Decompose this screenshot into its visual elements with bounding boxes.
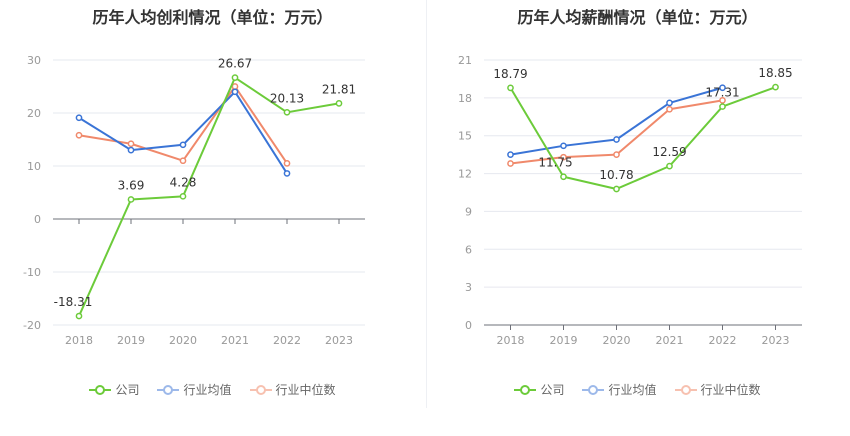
data-point	[283, 160, 291, 167]
data-point	[772, 83, 779, 91]
legend-marker-avg	[157, 384, 180, 396]
data-point	[507, 160, 514, 167]
data-label: 18.79	[493, 67, 527, 81]
data-point	[283, 108, 291, 116]
legend-marker-avg	[582, 384, 605, 396]
x-tick-label: 2023	[762, 334, 790, 347]
legend-marker-company	[514, 384, 537, 396]
y-tick-label: 12	[458, 168, 472, 181]
salary-chart: 21 18 15 12 9 6 3 0 2018 2019 2020 2021 2022 2023 18.7…	[458, 54, 802, 347]
y-tick-label: -10	[23, 266, 41, 279]
data-point	[231, 88, 239, 96]
chart-title: 历年人均创利情况（单位：万元）	[92, 8, 333, 27]
legend-item-median[interactable]: 行业中位数	[249, 381, 336, 398]
data-label: 3.69	[118, 178, 145, 192]
legend-item-avg[interactable]: 行业均值	[582, 381, 657, 398]
data-point	[560, 173, 567, 181]
data-label: 26.67	[218, 57, 252, 71]
data-point	[127, 146, 135, 154]
legend-label: 行业均值	[183, 383, 232, 397]
series-line	[509, 86, 776, 190]
legend-label: 行业均值	[608, 383, 657, 397]
data-point	[127, 196, 135, 203]
x-tick-label: 2018	[497, 334, 525, 347]
y-tick-label: 30	[27, 54, 41, 67]
data-point	[719, 97, 726, 104]
x-tick-label: 2018	[65, 334, 93, 347]
data-point	[179, 192, 187, 200]
data-label: 12.59	[652, 145, 686, 159]
data-point	[666, 162, 673, 170]
data-point	[127, 140, 135, 148]
data-point	[231, 74, 239, 81]
y-tick-label: 21	[458, 54, 472, 67]
chart-title: 历年人均薪酬情况（单位：万元）	[517, 8, 758, 27]
data-point	[560, 153, 567, 161]
data-label: 18.85	[758, 66, 792, 80]
x-tick-label: 2022	[273, 334, 301, 347]
y-tick-label: 0	[34, 213, 41, 226]
chart-legend: 公司 行业均值 行业中位数	[425, 381, 850, 398]
data-point	[75, 131, 83, 139]
data-point	[560, 142, 567, 150]
chart-panel-profit: 历年人均创利情况（单位：万元） 30 20 10 0 -10 -20 2018 2019 202…	[0, 8, 425, 398]
data-point	[719, 103, 726, 110]
data-label: 10.78	[599, 168, 633, 182]
legend-label: 公司	[540, 383, 565, 397]
y-tick-label: 3	[465, 281, 472, 294]
data-label: 11.75	[538, 156, 572, 170]
data-label: 20.13	[270, 91, 304, 105]
legend-marker-median	[249, 384, 272, 396]
data-label: -18.31	[54, 295, 93, 309]
y-tick-label: 9	[465, 205, 472, 218]
data-point	[666, 105, 673, 113]
y-tick-label: 18	[458, 92, 472, 105]
data-point	[613, 151, 620, 158]
data-point	[179, 157, 187, 165]
data-point	[719, 84, 726, 92]
y-tick-label: 20	[27, 107, 41, 120]
chart-legend: 公司 行业均值 行业中位数	[0, 381, 425, 398]
x-tick-label: 2020	[169, 334, 197, 347]
legend-marker-company	[89, 384, 112, 396]
legend-item-company[interactable]: 公司	[514, 381, 564, 398]
legend-label: 行业中位数	[700, 383, 761, 397]
legend-marker-median	[674, 384, 697, 396]
x-tick-label: 2022	[709, 334, 737, 347]
x-tick-label: 2021	[656, 334, 684, 347]
legend-label: 行业中位数	[275, 383, 336, 397]
legend-item-median[interactable]: 行业中位数	[674, 381, 761, 398]
legend-label: 公司	[115, 383, 140, 397]
data-point	[75, 114, 83, 122]
series-line	[78, 76, 340, 317]
x-tick-label: 2019	[117, 334, 145, 347]
y-tick-label: 0	[465, 319, 472, 332]
data-label: 17.31	[705, 86, 739, 100]
data-point	[231, 83, 239, 90]
panel-divider	[426, 0, 427, 408]
x-tick-label: 2023	[325, 334, 353, 347]
x-tick-label: 2021	[221, 334, 249, 347]
legend-item-company[interactable]: 公司	[89, 381, 139, 398]
data-point	[507, 151, 514, 158]
x-tick-label: 2020	[603, 334, 631, 347]
legend-item-avg[interactable]: 行业均值	[157, 381, 232, 398]
profit-chart: 30 20 10 0 -10 -20 2018 2019 2020 2021 2022 2023 -18…	[23, 54, 365, 347]
data-point	[179, 141, 187, 149]
data-point	[613, 136, 620, 143]
data-point	[283, 170, 291, 177]
data-point	[507, 84, 514, 92]
y-tick-label: -20	[23, 319, 41, 332]
data-point	[75, 312, 83, 320]
data-point	[335, 100, 343, 107]
data-point	[613, 185, 620, 193]
x-tick-label: 2019	[550, 334, 578, 347]
y-tick-label: 15	[458, 130, 472, 143]
chart-panel-salary: 历年人均薪酬情况（单位：万元） 21 18 15 12 9 6 3 0 2018 2019 2020…	[425, 0, 850, 436]
data-label: 21.81	[322, 82, 356, 96]
y-tick-label: 6	[465, 243, 472, 256]
data-point	[666, 99, 673, 107]
data-label: 4.28	[170, 175, 197, 189]
y-tick-label: 10	[27, 160, 41, 173]
